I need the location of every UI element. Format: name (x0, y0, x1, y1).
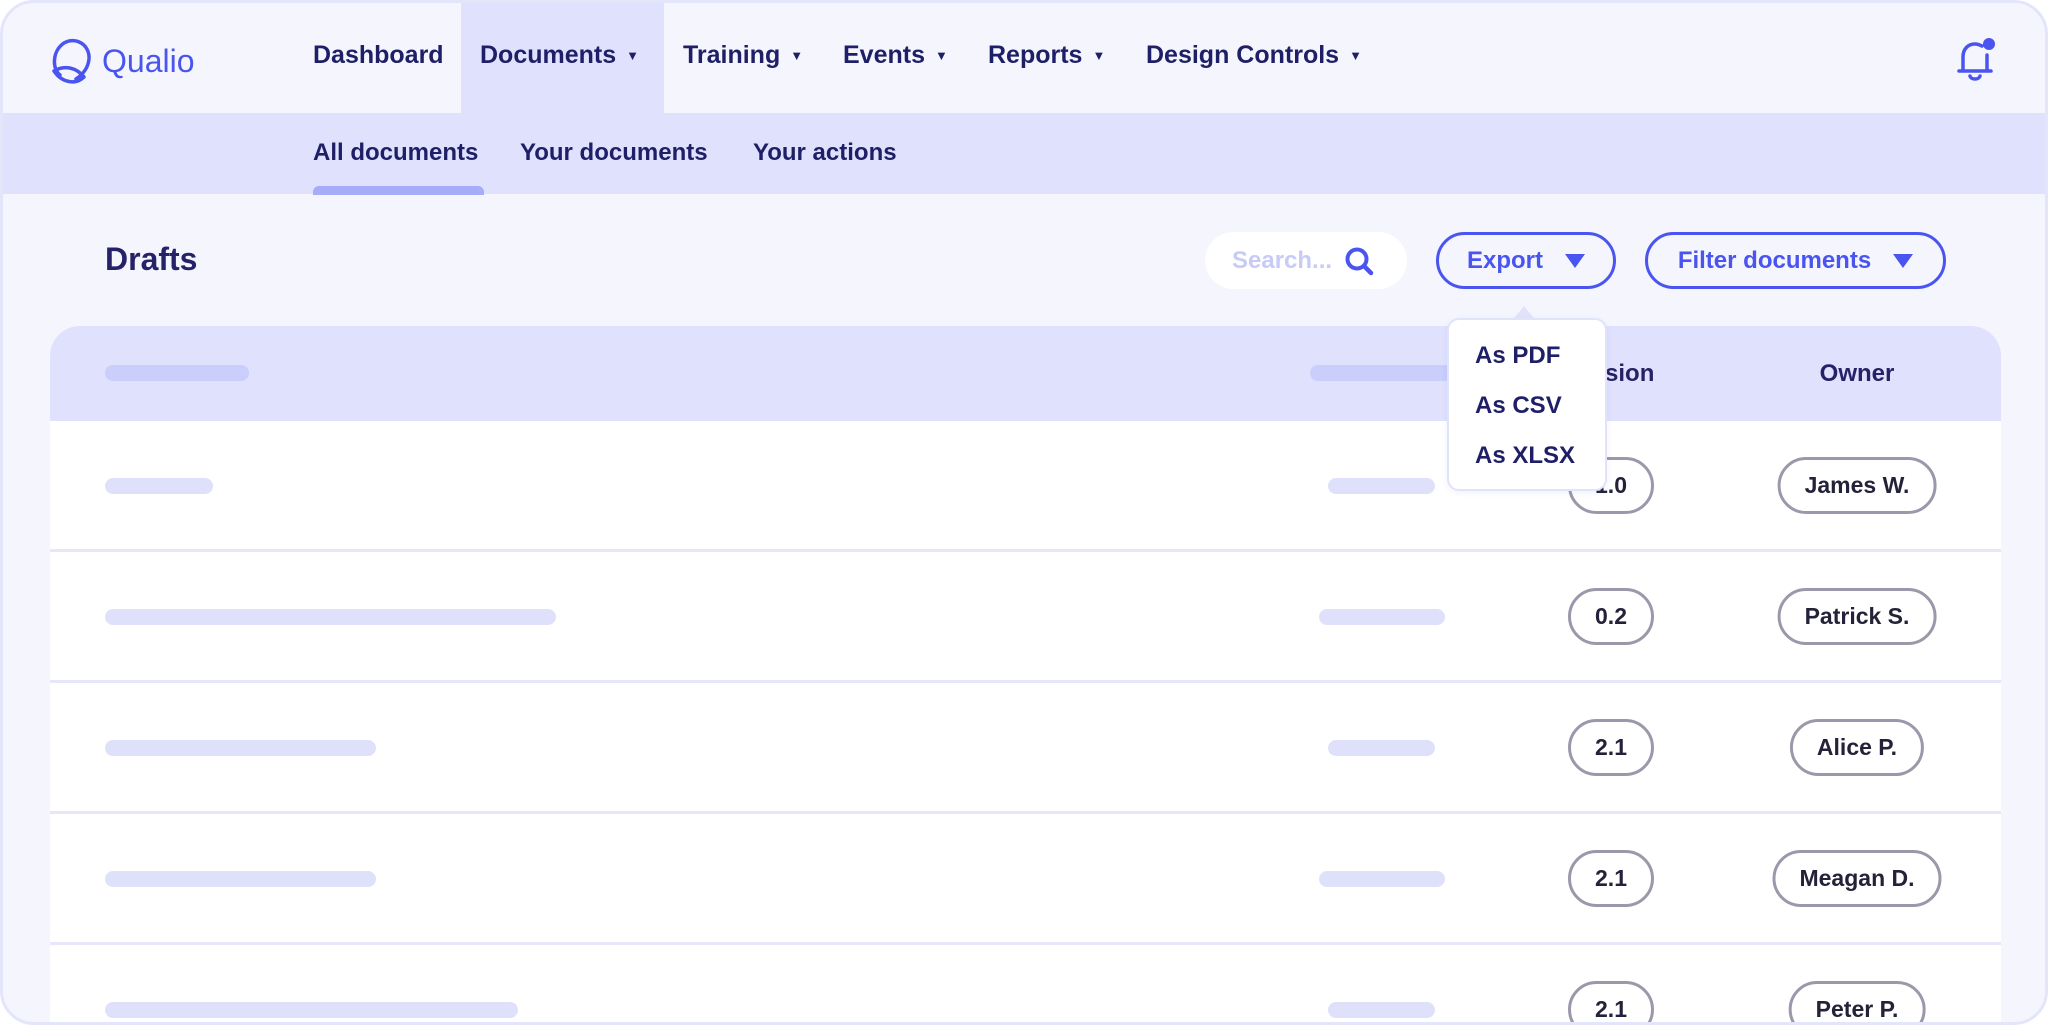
subnav-your-actions[interactable]: Your actions (753, 139, 897, 166)
active-tab-indicator (313, 186, 484, 195)
page-title: Drafts (105, 241, 198, 277)
placeholder-bar (105, 1002, 518, 1018)
caret-down-icon: ▼ (790, 48, 804, 63)
table-row[interactable]: 2.1 Peter P. (50, 945, 2001, 1022)
export-button[interactable]: Export (1436, 232, 1616, 289)
nav-reports[interactable]: Reports ▼ (988, 41, 1105, 70)
placeholder-bar (1328, 740, 1435, 756)
version-badge: 2.1 (1568, 981, 1654, 1022)
subnav-bar (3, 113, 2045, 194)
version-badge: 2.1 (1568, 850, 1654, 907)
export-as-pdf[interactable]: As PDF (1475, 342, 1561, 369)
notification-bell-icon[interactable] (1951, 35, 1999, 85)
version-badge: 1.0 (1568, 457, 1654, 514)
placeholder-bar (1328, 478, 1435, 494)
placeholder-bar (105, 871, 376, 887)
placeholder-bar (1319, 871, 1445, 887)
owner-badge[interactable]: Patrick S. (1777, 588, 1937, 645)
placeholder-bar (105, 609, 556, 625)
caret-down-icon: ▼ (934, 48, 948, 63)
nav-label: Events (843, 41, 925, 69)
placeholder-bar (105, 478, 213, 494)
placeholder-bar (1319, 609, 1445, 625)
export-as-xlsx[interactable]: As XLSX (1475, 442, 1576, 469)
nav-label: Reports (988, 41, 1083, 69)
nav-dashboard[interactable]: Dashboard (313, 41, 444, 70)
nav-design-controls[interactable]: Design Controls ▼ (1146, 41, 1362, 70)
version-badge: 0.2 (1568, 588, 1654, 645)
subnav-your-documents[interactable]: Your documents (520, 139, 708, 166)
caret-down-icon (1565, 253, 1585, 268)
table-row[interactable]: 2.1 Meagan D. (50, 814, 2001, 945)
nav-training[interactable]: Training ▼ (683, 41, 803, 70)
export-label: Export (1466, 246, 1543, 274)
documents-tab-highlight (461, 3, 664, 113)
search-input[interactable]: Search... (1205, 232, 1407, 289)
export-dropdown-menu: As PDF As CSV As XLSX (1447, 318, 1607, 491)
table-header: Version Owner (50, 326, 2001, 421)
qualio-logo-icon (52, 38, 91, 84)
filter-label: Filter documents (1677, 246, 1872, 274)
caret-down-icon: ▼ (1092, 48, 1106, 63)
subnav-all-documents[interactable]: All documents (313, 139, 479, 166)
nav-documents[interactable]: Documents ▼ (480, 41, 639, 70)
export-as-csv[interactable]: As CSV (1475, 392, 1562, 419)
documents-table: Version Owner 1.0 James W. 0.2 Patrick S… (50, 326, 2001, 1022)
table-row[interactable]: 1.0 James W. (50, 421, 2001, 552)
header-owner[interactable]: Owner (1819, 360, 1895, 387)
owner-badge[interactable]: Meagan D. (1772, 850, 1942, 907)
nav-events[interactable]: Events ▼ (843, 41, 948, 70)
caret-down-icon: ▼ (1349, 48, 1362, 63)
placeholder-bar (105, 740, 376, 756)
placeholder-bar (1328, 1002, 1435, 1018)
owner-badge[interactable]: Peter P. (1788, 981, 1926, 1022)
caret-down-icon: ▼ (626, 48, 640, 63)
nav-label: Training (683, 41, 781, 69)
nav-label: Design Controls (1146, 41, 1340, 69)
owner-badge[interactable]: James W. (1777, 457, 1937, 514)
placeholder-bar (1310, 365, 1453, 381)
version-badge: 2.1 (1568, 719, 1654, 776)
table-row[interactable]: 0.2 Patrick S. (50, 552, 2001, 683)
filter-documents-button[interactable]: Filter documents (1645, 232, 1946, 289)
nav-label: Documents (480, 41, 617, 69)
owner-badge[interactable]: Alice P. (1789, 719, 1925, 776)
dropdown-pointer (1514, 306, 1534, 318)
search-icon[interactable] (1344, 246, 1374, 276)
logo[interactable]: Qualio (50, 37, 195, 85)
table-row[interactable]: 2.1 Alice P. (50, 683, 2001, 814)
caret-down-icon (1893, 253, 1914, 268)
logo-text: Qualio (102, 42, 195, 79)
nav-label: Dashboard (313, 41, 444, 69)
search-placeholder: Search... (1232, 246, 1333, 274)
placeholder-bar (105, 365, 249, 381)
